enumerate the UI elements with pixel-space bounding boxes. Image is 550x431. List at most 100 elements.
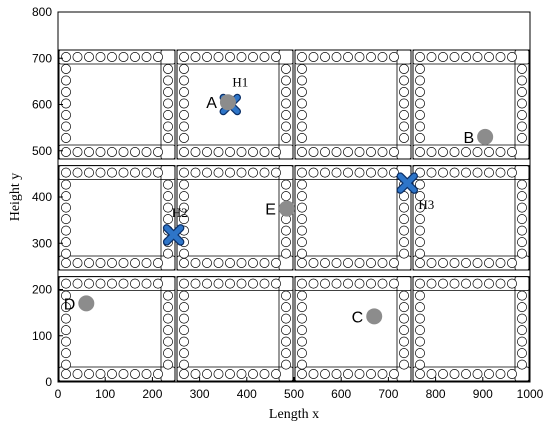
hole [399, 75, 409, 86]
hole [415, 147, 425, 157]
hole [179, 336, 189, 347]
hole [130, 278, 140, 289]
hole [213, 258, 224, 268]
hole [320, 258, 330, 268]
hole [484, 52, 494, 62]
hole [61, 325, 71, 336]
room [294, 165, 412, 271]
hole [377, 258, 388, 268]
hole [426, 369, 437, 379]
hole [163, 64, 173, 74]
hole [377, 147, 388, 157]
hole [399, 214, 409, 225]
hole [281, 359, 291, 370]
cross-marker-h3 [396, 172, 419, 194]
hole [461, 258, 471, 268]
room-channel [396, 49, 412, 160]
hole [517, 75, 527, 86]
hole [179, 214, 189, 225]
room [58, 165, 176, 271]
hole [297, 167, 307, 178]
hole [517, 348, 527, 359]
hole [248, 258, 258, 268]
hole [107, 369, 117, 379]
hole [472, 258, 483, 268]
hole [331, 167, 342, 178]
hole [461, 369, 471, 379]
hole [438, 369, 448, 379]
x-tick-label: 1000 [517, 387, 544, 401]
hole [308, 258, 319, 268]
cross-marker-h2 [162, 224, 185, 246]
hole [297, 348, 307, 359]
hole [308, 369, 319, 379]
hole [517, 237, 527, 248]
hole [61, 258, 71, 268]
hole [61, 359, 71, 370]
cross-label-h2: H2 [172, 205, 188, 220]
point-label-c: C [352, 309, 364, 326]
hole [202, 258, 212, 268]
hole [61, 147, 71, 157]
hole [225, 52, 235, 62]
hole [507, 167, 517, 178]
hole [141, 258, 152, 268]
hole [297, 75, 307, 86]
room-channel [278, 276, 294, 382]
hole [61, 98, 71, 109]
hole [179, 302, 189, 313]
hole [179, 121, 189, 132]
hole [399, 64, 409, 74]
hole [415, 369, 425, 379]
room-channel [514, 276, 530, 382]
hole [61, 87, 71, 97]
hole [366, 147, 376, 157]
hole [213, 147, 224, 157]
x-tick-label: 300 [190, 387, 210, 401]
hole [354, 258, 365, 268]
hole [415, 133, 425, 143]
room-channel [396, 276, 412, 382]
hole [415, 179, 425, 190]
hole [72, 278, 83, 289]
hole [415, 325, 425, 336]
hole [259, 258, 270, 268]
hole [190, 369, 201, 379]
hole [163, 336, 173, 347]
hole [297, 278, 307, 289]
hole [517, 98, 527, 109]
hole [163, 313, 173, 324]
hole [225, 147, 235, 157]
hole [213, 278, 224, 289]
room [58, 49, 176, 160]
hole [281, 325, 291, 336]
hole [297, 202, 307, 213]
hole [213, 167, 224, 178]
hole [271, 52, 281, 62]
hole [179, 359, 189, 370]
hole [281, 248, 291, 259]
hole [95, 278, 106, 289]
hole [461, 278, 471, 289]
hole [281, 110, 291, 120]
hole [399, 290, 409, 301]
hole [484, 167, 494, 178]
hole [399, 237, 409, 248]
hole [308, 52, 319, 62]
hole [517, 121, 527, 132]
room-channel [396, 165, 412, 271]
hole [449, 278, 460, 289]
hole [366, 369, 376, 379]
hole [179, 98, 189, 109]
hole [399, 225, 409, 236]
hole [438, 278, 448, 289]
hole [61, 202, 71, 213]
hole [297, 313, 307, 324]
hole [389, 52, 399, 62]
sensor-holes [61, 52, 527, 379]
hole [281, 98, 291, 109]
hole [95, 167, 106, 178]
hole [163, 214, 173, 225]
hole [202, 278, 212, 289]
hole [61, 191, 71, 202]
